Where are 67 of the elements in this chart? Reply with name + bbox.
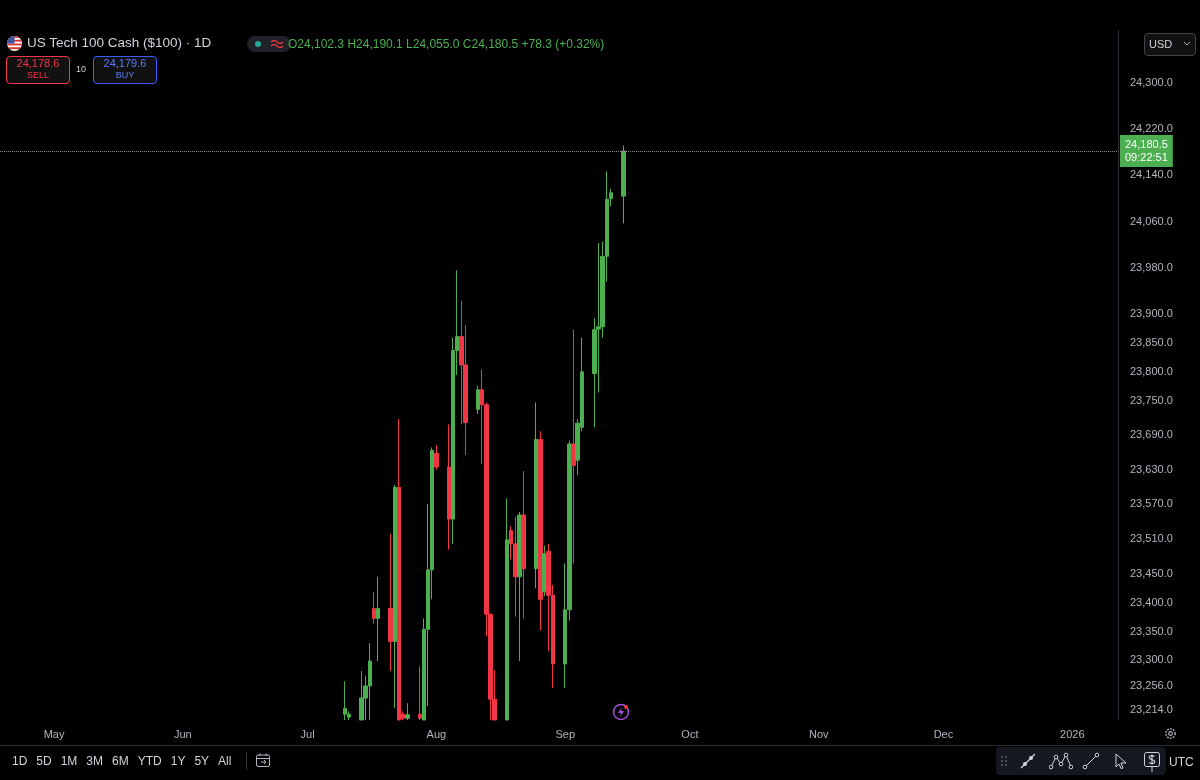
chart-title: US Tech 100 Cash ($100) · 1D — [27, 35, 212, 50]
y-tick-label: 23,850.0 — [1130, 335, 1173, 348]
text: YTD — [137, 754, 162, 768]
candlestick — [418, 665, 422, 721]
y-tick-label: 23,980.0 — [1130, 260, 1173, 273]
text: 3M — [86, 754, 104, 768]
text: All — [218, 754, 232, 768]
candlestick — [534, 401, 538, 589]
text: 5D — [36, 754, 52, 768]
x-tick-label: Oct — [681, 727, 699, 740]
candlestick — [376, 576, 380, 662]
text: UTC — [1169, 755, 1194, 769]
y-tick-label: 23,800.0 — [1130, 364, 1173, 377]
x-tick-label: 2026 — [1060, 727, 1085, 740]
annotation: BUY — [114, 70, 136, 81]
candlestick — [505, 497, 509, 721]
candlestick — [372, 591, 376, 625]
text: 5Y — [194, 754, 210, 768]
y-tick-label: 23,350.0 — [1130, 624, 1173, 637]
text: 1M — [60, 754, 78, 768]
y-tick-label: 24,060.0 — [1130, 214, 1173, 227]
candlestick — [397, 418, 401, 721]
y-tick-label: 23,400.0 — [1130, 595, 1173, 608]
candlestick — [538, 430, 543, 631]
y-tick-label: 24,220.0 — [1130, 122, 1173, 135]
y-tick-label: 23,450.0 — [1130, 566, 1173, 579]
annotation: 24,178.6 — [15, 57, 61, 70]
y-tick-label: 23,690.0 — [1130, 428, 1173, 441]
candlestick — [621, 144, 626, 224]
x-tick-label: Nov — [808, 727, 830, 740]
candlestick — [571, 329, 576, 565]
x-tick-label: May — [43, 727, 65, 740]
candlestick — [476, 385, 480, 415]
candlestick — [447, 423, 451, 551]
annotation: 10 — [76, 64, 87, 74]
annotation: 24,179.6 — [102, 57, 148, 70]
y-tick-label: 23,900.0 — [1130, 306, 1173, 319]
y-tick-label: 23,300.0 — [1130, 653, 1173, 666]
candlestick — [343, 680, 347, 721]
y-tick-label: 23,630.0 — [1130, 462, 1173, 475]
y-tick-label: 24,140.0 — [1130, 168, 1173, 181]
y-tick-label: 23,510.0 — [1130, 532, 1173, 545]
text: 1D — [12, 754, 28, 768]
x-tick-label: Jun — [173, 727, 192, 740]
annotation: O24,102.3 H24,190.1 L24,055.0 C24,180.5 +78.3 (+0.32%) — [288, 37, 605, 51]
x-tick-label: Sep — [555, 727, 576, 740]
annotation: SELL — [26, 70, 50, 81]
y-tick-label: 23,570.0 — [1130, 497, 1173, 510]
text: 6M — [112, 754, 129, 768]
text: 1Y — [170, 754, 186, 768]
x-tick-label: Jul — [300, 727, 315, 740]
candlestick — [388, 533, 393, 672]
candlestick — [517, 511, 522, 662]
candlestick — [359, 670, 364, 721]
y-tick-label: 24,300.0 — [1130, 75, 1173, 88]
text: USD — [1149, 38, 1173, 50]
candlestick — [405, 702, 410, 721]
x-tick-label: Aug — [426, 727, 447, 740]
x-tick-label: Dec — [933, 727, 954, 740]
candlestick — [393, 484, 397, 709]
candlestick — [513, 516, 518, 618]
candlestick — [434, 444, 439, 471]
ref-line-label: 24,180.5 09:22:51 — [1125, 138, 1168, 164]
candlestick — [521, 470, 526, 619]
y-tick-label: 23,256.0 — [1130, 678, 1173, 691]
y-tick-label: 23,750.0 — [1130, 393, 1173, 406]
y-tick-label: 23,214.0 — [1130, 703, 1173, 716]
